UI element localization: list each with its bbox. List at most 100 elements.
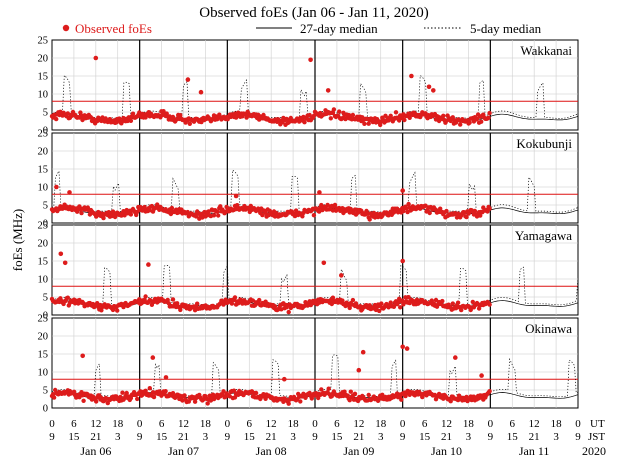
observed-point [317, 190, 322, 195]
observed-point [431, 88, 436, 93]
jst-tick-label: 15 [156, 431, 168, 443]
panel-kokubunji: 0 5 10 15 20 25 Kokubunji [38, 129, 579, 230]
observed-point [115, 308, 120, 313]
observed-point [366, 121, 371, 126]
observed-point [178, 307, 183, 313]
ut-tick-label: 0 [312, 418, 318, 430]
ut-tick-label: 6 [247, 418, 253, 430]
day-label: Jan 11 [519, 444, 550, 457]
ut-tick-label: 18 [463, 418, 475, 430]
station-label: Okinawa [525, 321, 572, 336]
observed-point [218, 204, 223, 209]
observed-point [75, 209, 80, 214]
observed-point [440, 298, 445, 304]
ut-tick-label: 6 [334, 418, 340, 430]
observed-point [286, 401, 291, 406]
observed-point [393, 110, 399, 115]
observed-point [99, 308, 104, 313]
y-tick-label: 25 [38, 36, 49, 47]
observed-point [163, 375, 169, 380]
observed-point [193, 214, 199, 219]
observed-point [487, 110, 492, 116]
observed-point [476, 306, 482, 311]
jst-tick-label: 9 [312, 431, 318, 443]
observed-point [124, 390, 129, 396]
observed-point [51, 395, 57, 400]
observed-point [360, 349, 366, 355]
ut-axis-label: UT [590, 418, 605, 430]
observed-point [331, 107, 337, 112]
y-tick-label: 10 [38, 90, 49, 101]
observed-point [192, 399, 198, 404]
jst-tick-label: 21 [266, 431, 277, 443]
ut-tick-label: 6 [510, 418, 516, 430]
observed-point [300, 214, 305, 219]
observed-point [326, 386, 331, 391]
jst-tick-label: 15 [331, 431, 343, 443]
observed-point [67, 190, 72, 195]
observed-point [388, 300, 393, 305]
day-label: Jan 06 [80, 444, 111, 457]
observed-point [165, 297, 170, 303]
y-tick-label: 0 [43, 219, 48, 230]
observed-point [185, 77, 191, 82]
chart-title: Observed foEs (Jan 06 - Jan 11, 2020) [199, 5, 428, 21]
jst-tick-label: 9 [575, 431, 581, 443]
y-tick-label: 5 [43, 293, 48, 304]
jst-tick-label: 9 [488, 431, 494, 443]
observed-point [146, 262, 151, 267]
observed-point [79, 210, 84, 216]
observed-point [169, 205, 175, 211]
ut-tick-label: 12 [529, 418, 540, 430]
y-tick-label: 15 [38, 72, 49, 83]
observed-point [474, 116, 480, 122]
observed-point [81, 398, 86, 403]
observed-point [260, 212, 265, 218]
observed-point [178, 113, 183, 118]
jst-tick-label: 21 [90, 431, 101, 443]
jst-tick-label: 3 [553, 431, 559, 443]
observed-point [380, 392, 385, 397]
ut-tick-label: 0 [400, 418, 406, 430]
ut-tick-label: 6 [159, 418, 165, 430]
observed-point [54, 116, 59, 122]
observed-point [117, 116, 122, 121]
observed-point [71, 389, 77, 394]
observed-point [170, 114, 176, 120]
ut-tick-label: 12 [90, 418, 101, 430]
observed-point [311, 213, 317, 218]
observed-point [110, 307, 116, 313]
ut-tick-label: 12 [266, 418, 277, 430]
ut-tick-label: 12 [178, 418, 189, 430]
observed-point [307, 112, 312, 118]
observed-point [406, 201, 411, 207]
observed-point [170, 391, 176, 396]
observed-point [444, 208, 449, 214]
ut-tick-label: 12 [353, 418, 364, 430]
observed-point [65, 295, 71, 300]
observed-point [206, 209, 211, 214]
observed-point [321, 260, 327, 266]
jst-tick-label: 21 [441, 431, 452, 443]
observed-point [202, 209, 207, 215]
observed-point [340, 298, 345, 303]
observed-point [479, 373, 484, 378]
observed-point [339, 273, 344, 278]
observed-point [400, 258, 406, 264]
observed-point [332, 202, 338, 208]
observed-point [319, 387, 324, 392]
observed-point [308, 57, 313, 63]
observed-point [470, 299, 475, 305]
observed-point [272, 304, 278, 309]
legend-median27-label: 27-day median [300, 21, 378, 36]
observed-point [399, 397, 404, 402]
jst-tick-label: 9 [137, 431, 143, 443]
observed-point [286, 309, 291, 315]
observed-point [128, 212, 134, 217]
jst-tick-label: 9 [225, 431, 231, 443]
observed-point [204, 213, 209, 218]
observed-point [391, 304, 397, 309]
jst-tick-label: 9 [49, 431, 55, 443]
observed-point [302, 120, 307, 125]
